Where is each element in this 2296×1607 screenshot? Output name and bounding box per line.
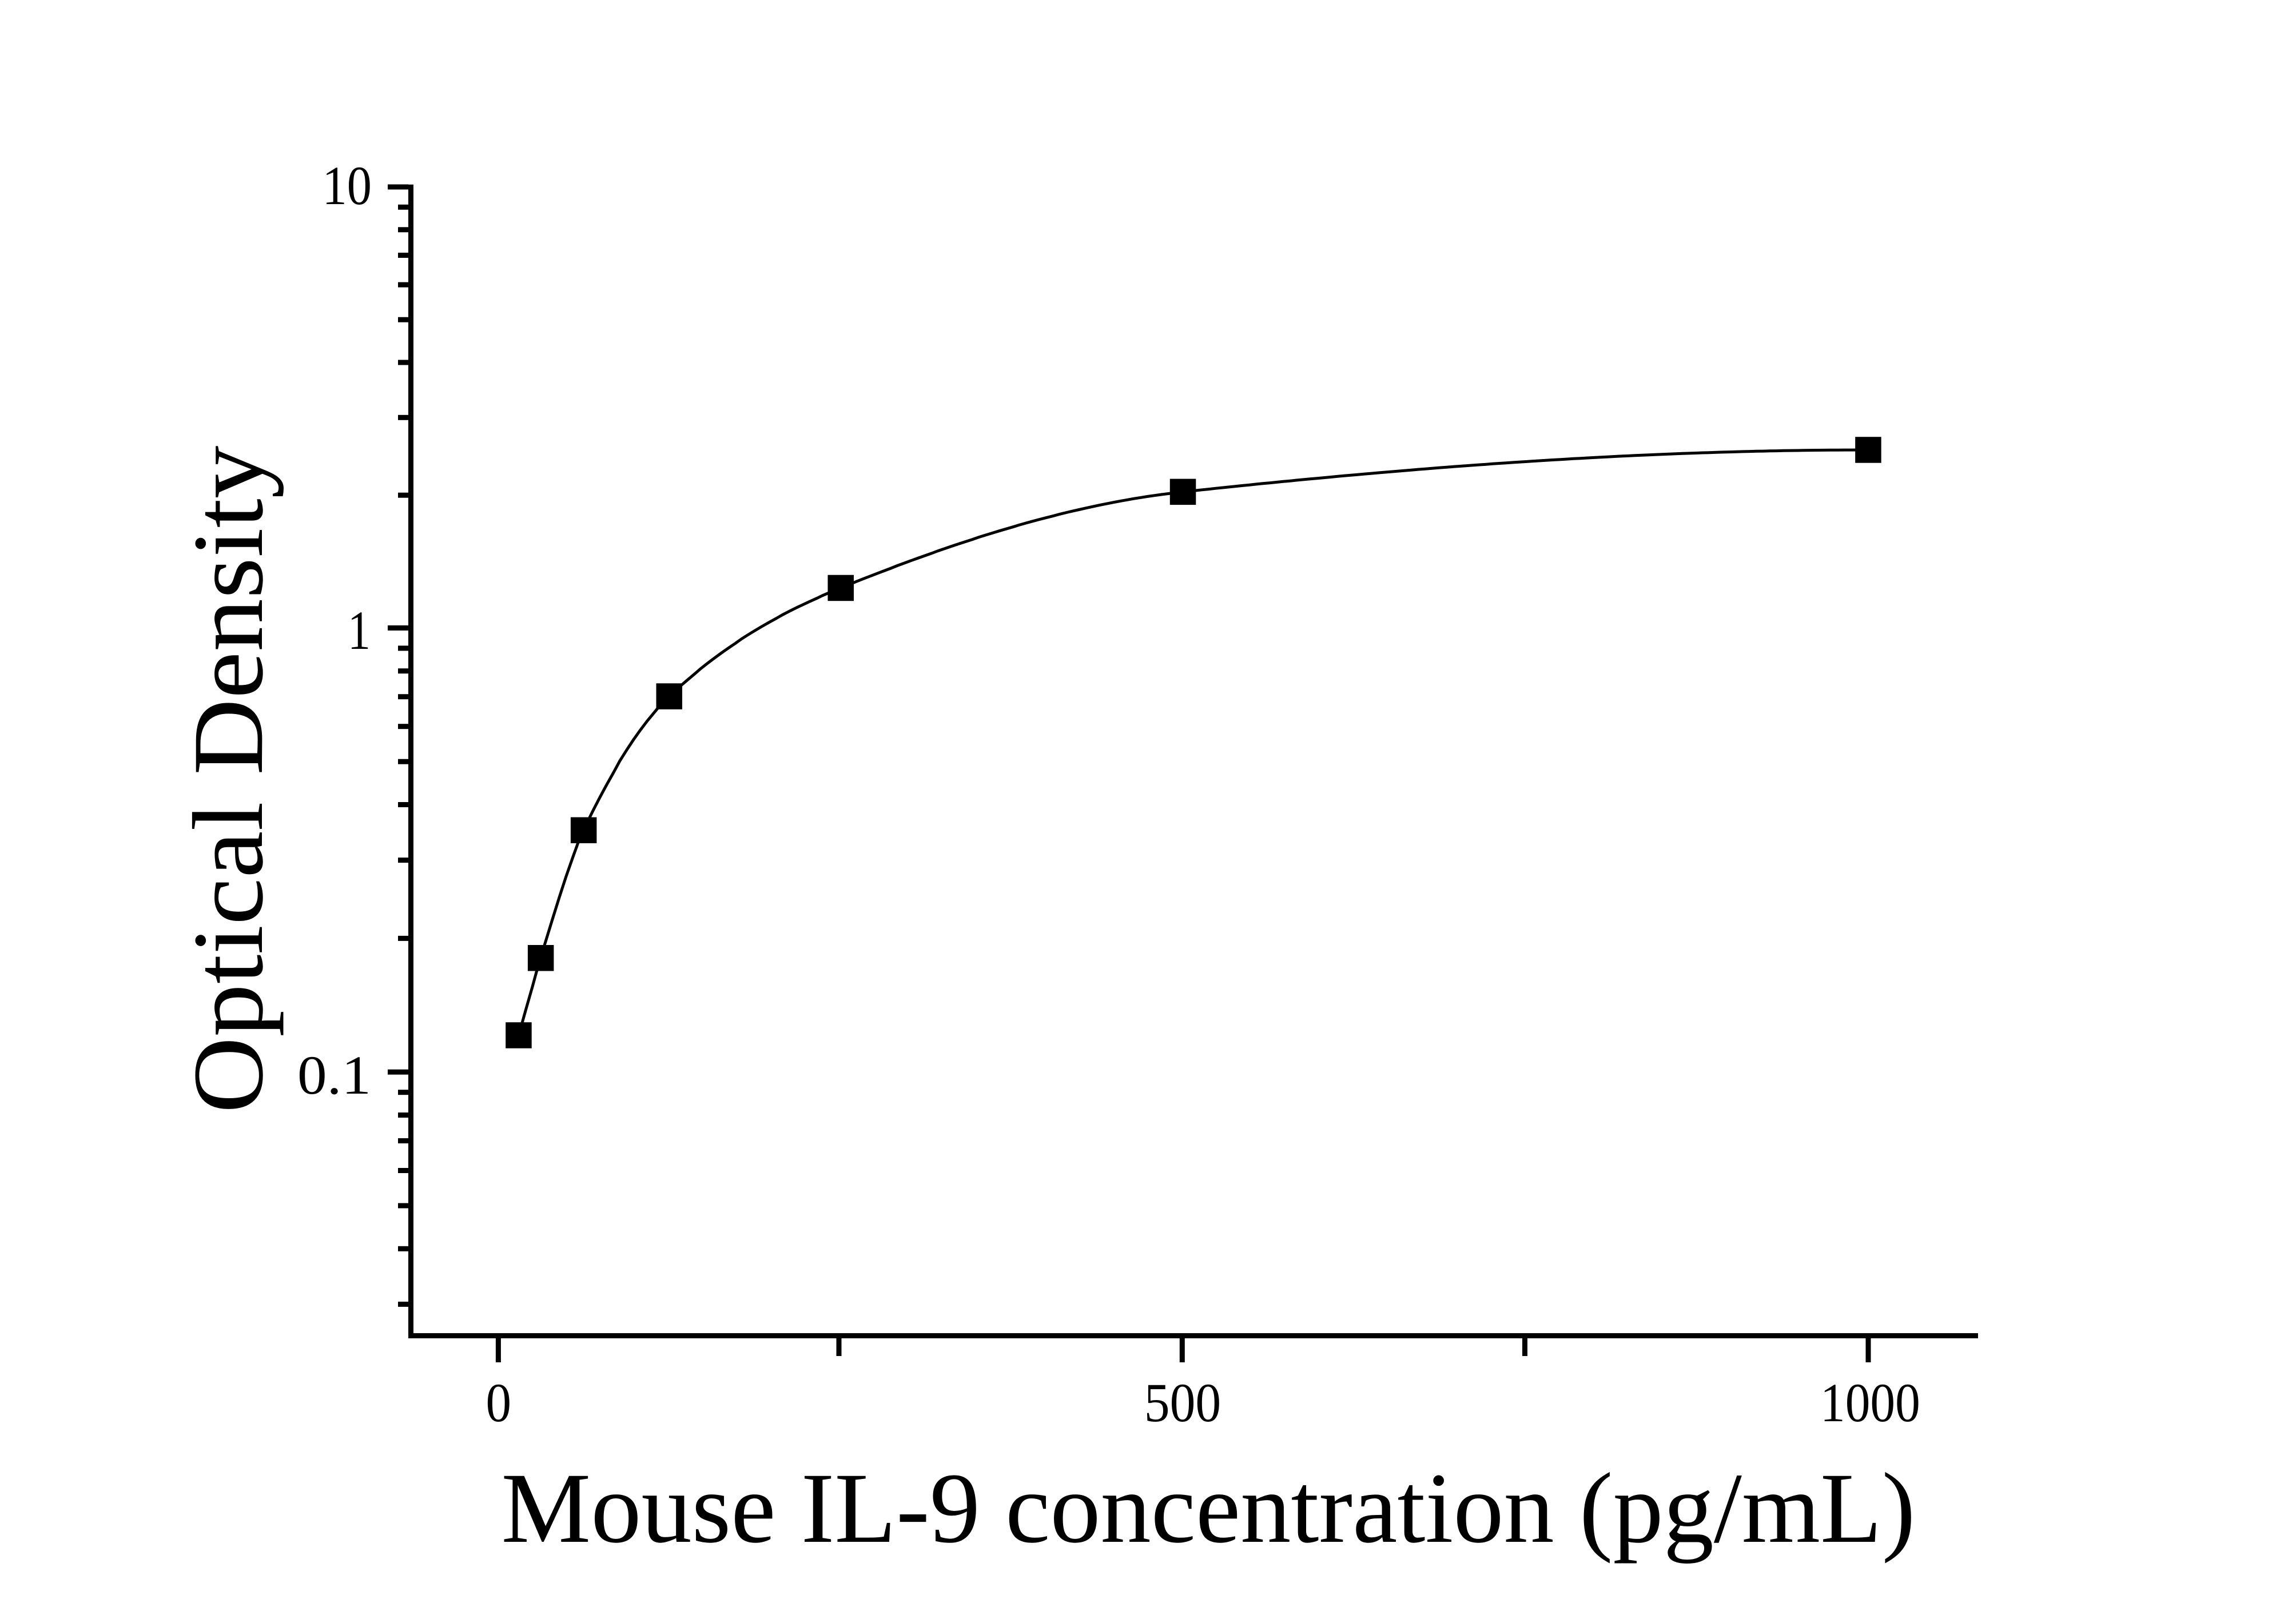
svg-text:0: 0 (486, 1372, 512, 1433)
svg-text:0.1: 0.1 (297, 1044, 371, 1106)
svg-text:1: 1 (348, 600, 371, 661)
svg-text:Optical Density: Optical Density (173, 446, 284, 1114)
svg-text:500: 500 (1144, 1372, 1221, 1433)
svg-text:1000: 1000 (1820, 1372, 1920, 1433)
svg-text:Mouse IL-9 concentration (pg/m: Mouse IL-9 concentration (pg/mL) (502, 1453, 1916, 1564)
svg-text:10: 10 (323, 155, 372, 216)
